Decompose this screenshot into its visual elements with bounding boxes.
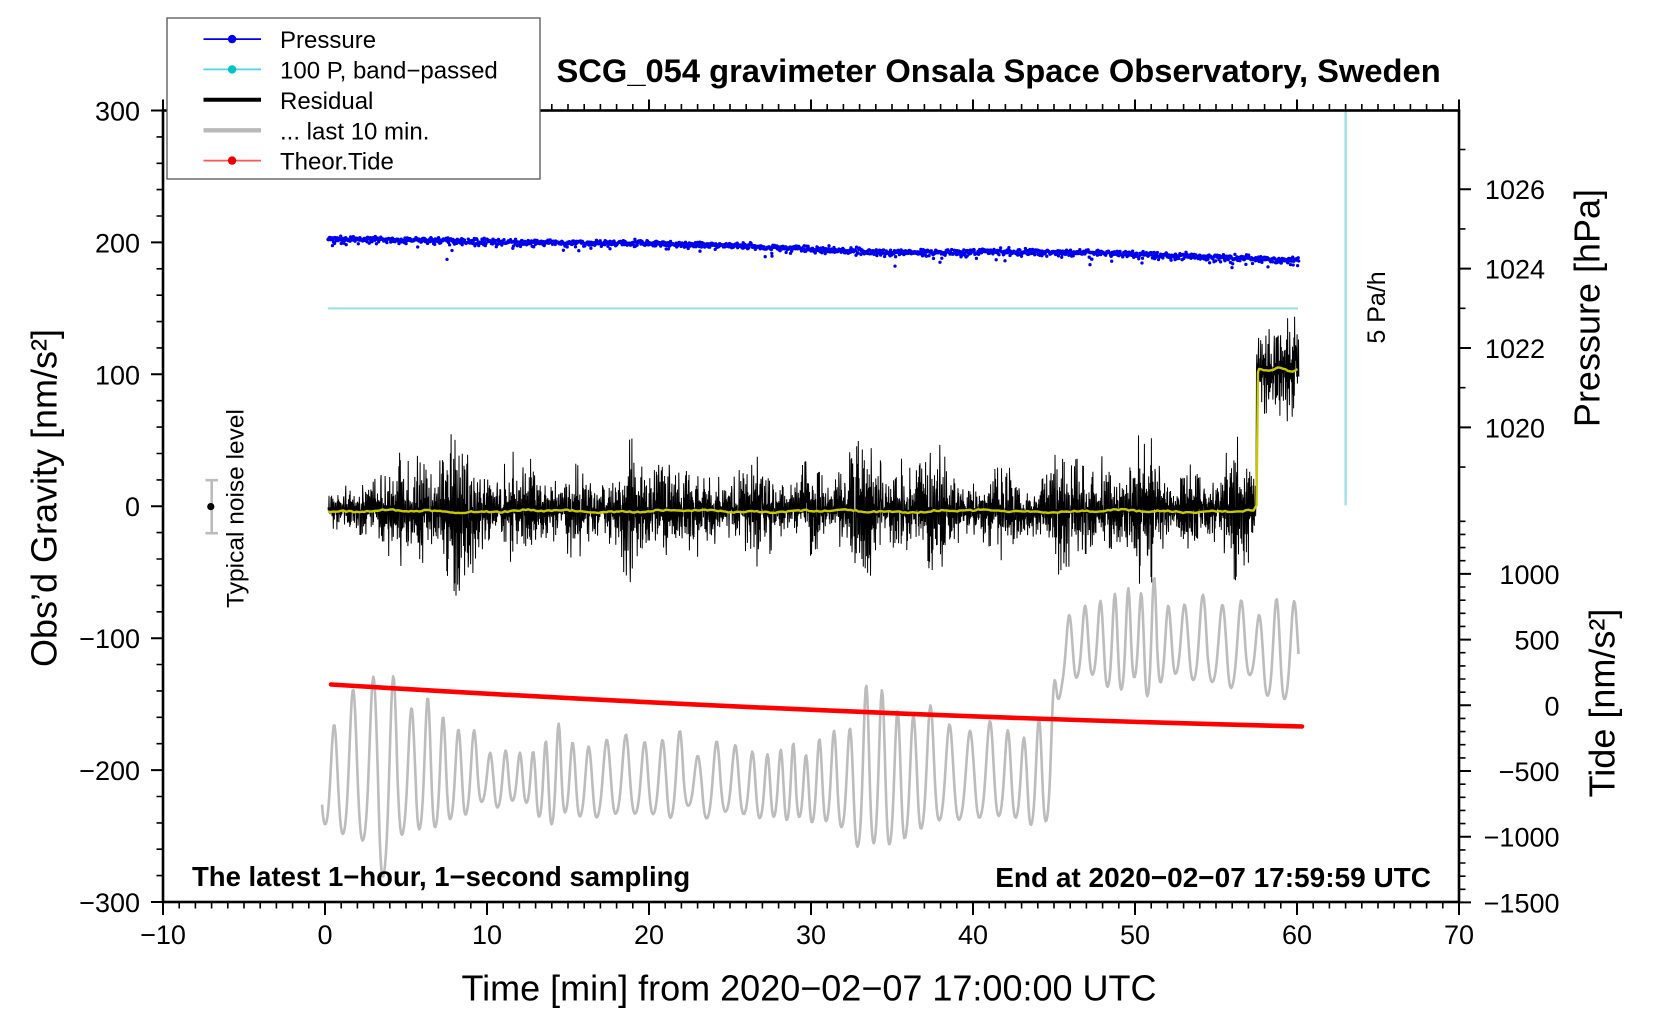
svg-text:Pressure [hPa]: Pressure [hPa] [1567, 189, 1608, 427]
svg-text:300: 300 [95, 97, 140, 127]
svg-text:40: 40 [958, 920, 988, 950]
svg-text:1022: 1022 [1485, 334, 1545, 364]
svg-text:50: 50 [1120, 920, 1150, 950]
svg-text:Theor.Tide: Theor.Tide [280, 149, 394, 176]
svg-text:30: 30 [796, 920, 826, 950]
svg-text:1020: 1020 [1485, 413, 1545, 443]
svg-text:1000: 1000 [1499, 560, 1559, 590]
svg-text:Time [min] from 2020−02−07 17:: Time [min] from 2020−02−07 17:00:00 UTC [461, 968, 1156, 1009]
svg-text:70: 70 [1444, 920, 1474, 950]
svg-text:−1000: −1000 [1484, 823, 1560, 853]
svg-text:1026: 1026 [1485, 175, 1545, 205]
svg-text:−300: −300 [79, 888, 140, 918]
svg-text:100 P, band−passed: 100 P, band−passed [280, 57, 498, 84]
svg-text:Tide [nm/s²]: Tide [nm/s²] [1582, 609, 1623, 798]
svg-text:Typical noise level: Typical noise level [222, 409, 249, 608]
svg-text:10: 10 [472, 920, 502, 950]
svg-text:SCG_054 gravimeter Onsala Spac: SCG_054 gravimeter Onsala Space Observat… [556, 52, 1440, 89]
svg-text:Pressure: Pressure [280, 27, 376, 54]
svg-text:−100: −100 [79, 624, 140, 654]
svg-text:Obs’d Gravity [nm/s²]: Obs’d Gravity [nm/s²] [24, 329, 65, 667]
svg-text:... last 10 min.: ... last 10 min. [280, 118, 429, 145]
svg-text:0: 0 [317, 920, 332, 950]
svg-text:End at 2020−02−07 17:59:59 UTC: End at 2020−02−07 17:59:59 UTC [995, 862, 1431, 893]
svg-text:5 Pa/h: 5 Pa/h [1363, 271, 1391, 343]
svg-text:100: 100 [95, 360, 140, 390]
svg-text:−1500: −1500 [1484, 888, 1560, 918]
svg-text:0: 0 [125, 492, 140, 522]
svg-text:−10: −10 [140, 920, 186, 950]
svg-text:−200: −200 [79, 756, 140, 786]
svg-text:200: 200 [95, 228, 140, 258]
svg-text:1024: 1024 [1485, 255, 1545, 285]
svg-text:20: 20 [634, 920, 664, 950]
svg-text:0: 0 [1544, 691, 1559, 721]
svg-text:500: 500 [1514, 626, 1559, 656]
svg-text:Residual: Residual [280, 88, 373, 115]
svg-text:60: 60 [1282, 920, 1312, 950]
svg-text:The latest 1−hour, 1−second sa: The latest 1−hour, 1−second sampling [192, 861, 690, 892]
svg-text:−500: −500 [1499, 757, 1560, 787]
